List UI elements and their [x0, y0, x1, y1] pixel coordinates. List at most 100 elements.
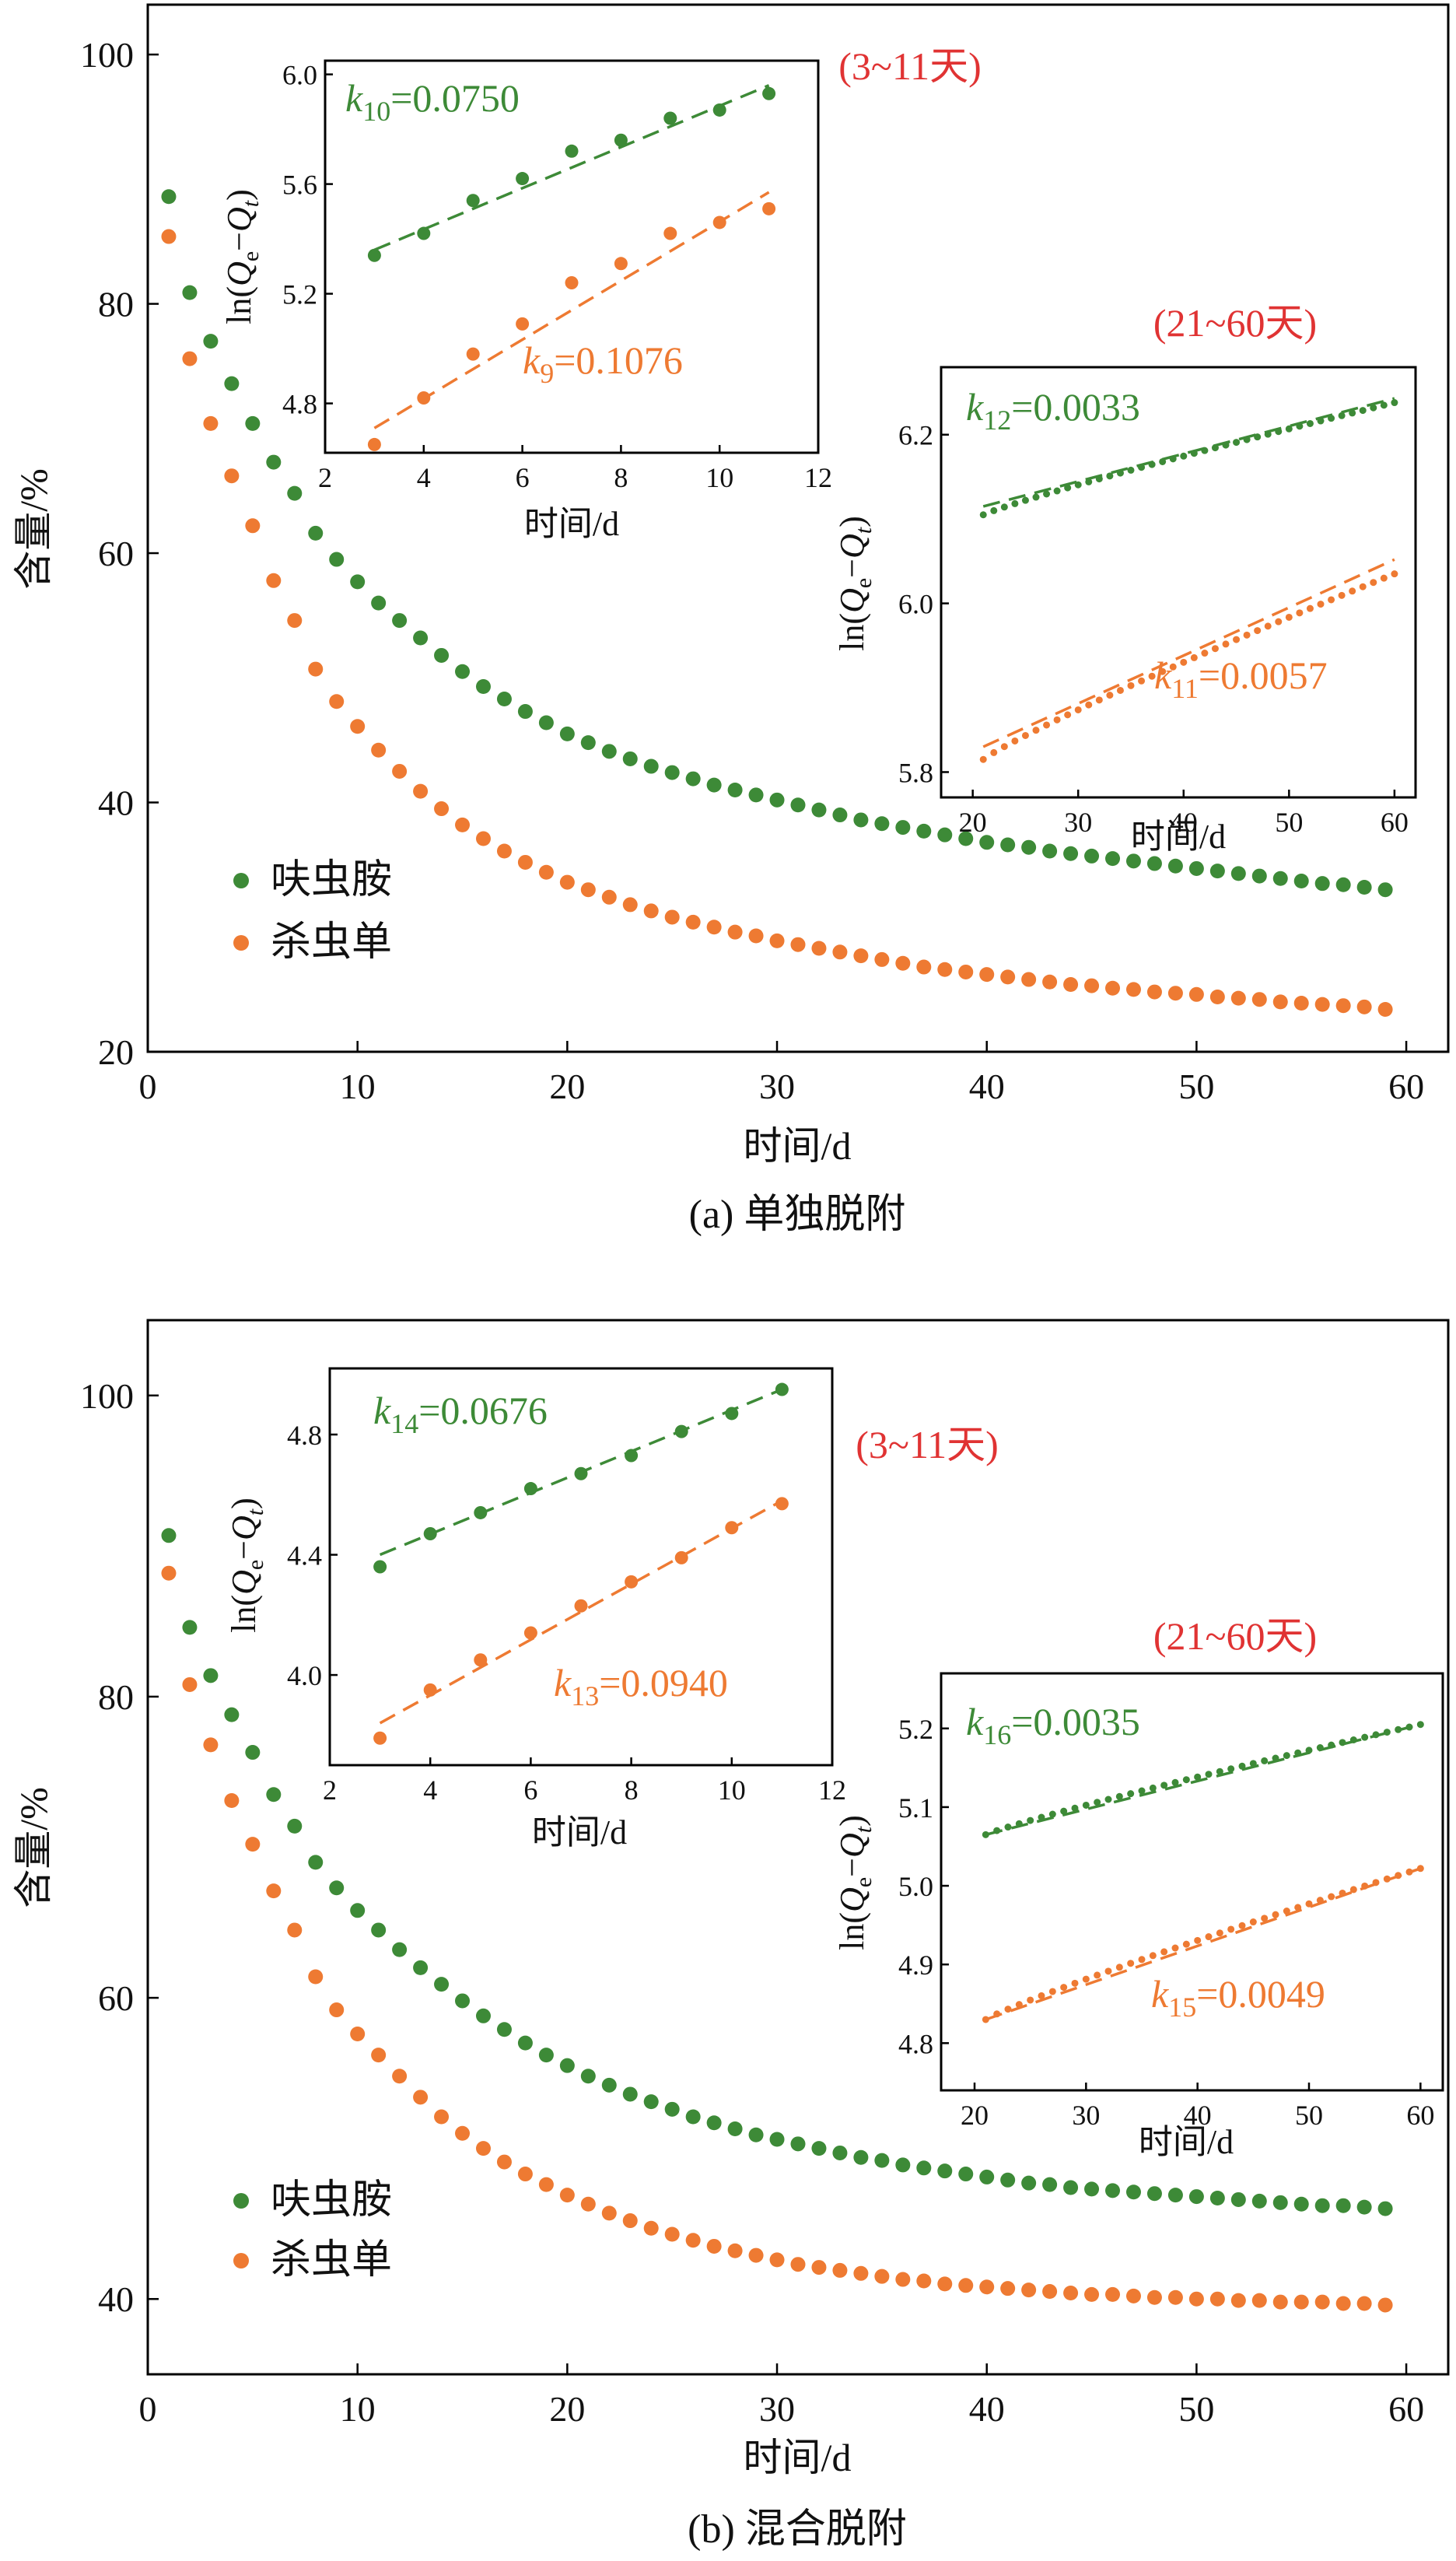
inset-data-point-orange: [1238, 1922, 1246, 1929]
inset-data-point-green: [1104, 1796, 1112, 1803]
data-point-orange: [1063, 2285, 1079, 2300]
inset-data-point-orange: [1205, 1933, 1213, 1941]
inset-x-tick-label: 8: [625, 1774, 639, 1806]
data-point-orange: [559, 2188, 575, 2203]
data-point-orange: [1063, 976, 1079, 992]
inset-x-tick-label: 6: [523, 1774, 537, 1806]
data-point-green: [937, 2163, 953, 2179]
x-tick-label: 50: [1178, 1067, 1214, 1106]
inset-y-axis-title: ln(Qe−Qt): [833, 1815, 877, 1950]
inset-data-point-green: [1180, 452, 1188, 460]
inset-data-point-orange: [775, 1497, 789, 1511]
data-point-orange: [1188, 2291, 1204, 2307]
inset-data-point-green: [1043, 490, 1051, 498]
fit-line-orange: [373, 191, 770, 429]
data-point-green: [392, 1942, 408, 1957]
data-point-green: [916, 2160, 932, 2176]
data-point-orange: [1251, 992, 1267, 1007]
fit-line-green: [985, 1723, 1421, 1837]
data-point-green: [1251, 2193, 1267, 2209]
inset-data-point-orange: [1222, 640, 1230, 648]
inset-x-tick-label: 20: [959, 807, 987, 838]
data-point-orange: [1356, 2296, 1372, 2311]
data-point-orange: [329, 694, 345, 709]
k-subscript: 12: [983, 405, 1011, 436]
inset-data-point-orange: [1064, 711, 1072, 719]
inset-data-point-green: [1071, 1804, 1079, 1812]
data-point-green: [329, 552, 345, 567]
inset-data-point-orange: [1082, 1975, 1090, 1983]
data-point-orange: [1272, 994, 1288, 1010]
range-label: (21~60天): [1153, 301, 1317, 345]
data-point-green: [664, 765, 680, 780]
rate-constant-label: k16=0.0035: [966, 1700, 1140, 1750]
rate-constant-label: k14=0.0676: [373, 1389, 548, 1439]
inset-data-point-orange: [1211, 645, 1219, 653]
data-point-green: [874, 2153, 890, 2168]
inset-data-point-orange: [663, 226, 677, 240]
inset-data-point-green: [1205, 1771, 1213, 1778]
inset-data-point-orange: [1359, 583, 1367, 590]
data-point-orange: [958, 964, 974, 979]
inset-data-point-green: [1171, 1778, 1179, 1786]
data-point-orange: [874, 951, 890, 967]
inset-data-point-green: [1127, 466, 1135, 474]
data-point-orange: [1209, 2291, 1225, 2307]
inset-data-point-orange: [1095, 696, 1103, 704]
x-tick-label: 60: [1388, 1067, 1424, 1106]
data-point-orange: [1021, 972, 1037, 987]
inset-data-point-green: [1064, 484, 1072, 492]
data-point-orange: [1293, 2294, 1309, 2310]
y-title-minus: −: [833, 559, 871, 578]
inset-frame: [328, 1367, 834, 1767]
inset-y-tick-label: 4.8: [898, 2028, 933, 2059]
data-point-green: [853, 2149, 869, 2165]
inset-data-point-orange: [762, 201, 776, 215]
data-point-orange: [1146, 2289, 1162, 2305]
y-tick-label: 100: [80, 35, 134, 75]
inset-data-point-orange: [1149, 1952, 1157, 1960]
k-symbol: k: [554, 1661, 572, 1704]
data-point-green: [580, 735, 596, 751]
inset-data-point-orange: [1285, 613, 1293, 621]
k-value: =0.0035: [1011, 1700, 1140, 1743]
inset-data-point-green: [1391, 399, 1398, 407]
data-point-orange: [496, 843, 512, 859]
data-point-orange: [1230, 2293, 1246, 2308]
inset-data-point-orange: [1182, 1940, 1190, 1948]
inset-x-axis-title: 时间/d: [1139, 2123, 1234, 2161]
data-point-green: [1209, 2191, 1225, 2206]
data-point-green: [559, 2058, 575, 2073]
inset-data-point-green: [1053, 487, 1061, 495]
data-point-orange: [434, 2109, 450, 2125]
inset-data-point-orange: [1275, 618, 1283, 625]
inset-data-point-orange: [1085, 701, 1093, 709]
inset-y-tick-label: 4.9: [898, 1950, 933, 1981]
y-title-close: ): [225, 1498, 263, 1509]
inset-x-tick-label: 6: [516, 462, 530, 493]
inset-x-tick-label: 40: [1170, 807, 1198, 838]
inset-data-point-green: [1011, 499, 1019, 507]
data-point-green: [769, 2132, 785, 2147]
fit-line-orange: [982, 558, 1395, 748]
data-point-orange: [1084, 2286, 1100, 2302]
inset-data-point-orange: [1011, 737, 1019, 744]
data-point-green: [1314, 876, 1330, 892]
data-point-orange: [1251, 2293, 1267, 2308]
inset-data-point-green: [1048, 1810, 1056, 1818]
inset-data-point-orange: [1180, 658, 1188, 666]
data-point-orange: [937, 2276, 953, 2292]
inset-data-point-orange: [1138, 1956, 1146, 1964]
data-point-green: [1251, 868, 1267, 884]
data-point-orange: [685, 914, 701, 930]
data-point-green: [245, 415, 261, 431]
legend-marker-green: [233, 2193, 249, 2209]
data-point-green: [853, 812, 869, 828]
y-title-ln: ln(: [225, 1595, 263, 1633]
data-point-orange: [559, 874, 575, 890]
y-title-minus: −: [225, 1540, 263, 1560]
inset-data-point-green: [373, 1560, 387, 1574]
y-title-minus: −: [833, 1858, 871, 1877]
data-point-green: [1314, 2198, 1330, 2213]
inset-data-point-green: [466, 194, 480, 208]
